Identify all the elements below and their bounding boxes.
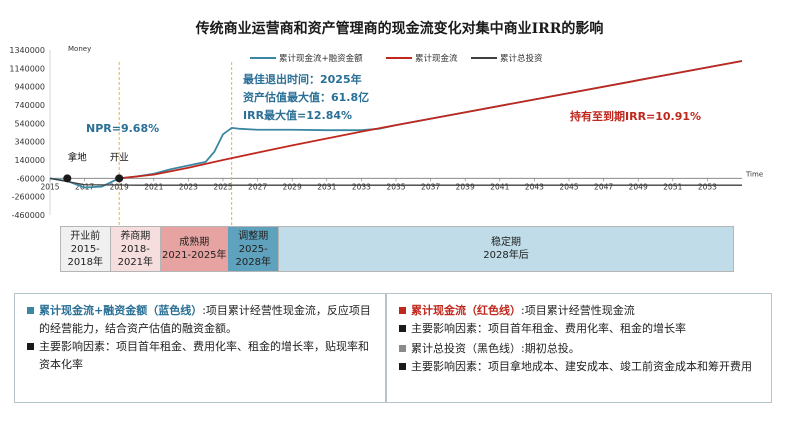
- y-tick-label: 540000: [14, 119, 45, 128]
- chart-title: 传统商业运营商和资产管理商的现金流变化对集中商业IRR的影响: [195, 21, 604, 37]
- x-tick-label: 2033: [352, 182, 371, 191]
- y-tick-label: 1140000: [9, 64, 45, 73]
- red-square-icon: [399, 307, 406, 314]
- legend-blue-factors: 主要影响因素：项目首年租金、费用化率、租金的增长率，贴现率和资本化率: [27, 338, 373, 374]
- y-tick-label: -60000: [17, 174, 45, 183]
- phase-0: 开业前 2015-2018年: [60, 226, 111, 272]
- phase-1: 养商期 2018-2021年: [110, 226, 162, 272]
- phase-name: 调整期: [238, 230, 269, 242]
- phase-years: 2015-2018年: [67, 243, 103, 268]
- phase-years: 2021-2025年: [162, 250, 227, 261]
- red-series-line: [119, 60, 743, 180]
- x-tick-label: 2027: [248, 182, 267, 191]
- x-tick-label: 2039: [456, 182, 475, 191]
- npr-annotation: NPR=9.68%: [86, 122, 159, 135]
- x-tick-label: 2019: [110, 182, 129, 191]
- legend-black-factors-text: 主要影响因素：项目拿地成本、建安成本、竣工前资金成本和筹开费用: [411, 360, 752, 373]
- blue-square-icon: [27, 307, 34, 314]
- legend-red-entry: 累计现金流（红色线）:项目累计经营性现金流: [399, 302, 759, 320]
- x-tick-label: 2037: [421, 182, 440, 191]
- irr-hold-annotation: 持有至到期IRR=10.91%: [570, 109, 701, 123]
- x-tick-label: 2035: [386, 182, 405, 191]
- legend-black-desc: 累计总投资（黑色线）:期初总投。: [411, 342, 580, 355]
- y-tick-label: 740000: [14, 101, 45, 110]
- x-tick-label: 2045: [559, 182, 578, 191]
- gray-square-icon: [399, 345, 406, 352]
- phase-2: 成熟期 2021-2025年: [161, 226, 229, 272]
- valuation-annotation: 资产估值最大值：61.8亿: [243, 90, 369, 104]
- legend-box-right: 累计现金流（红色线）:项目累计经营性现金流 主要影响因素：项目首年租金、费用化率…: [386, 293, 772, 403]
- phase-name: 开业前: [70, 230, 101, 242]
- x-tick-label: 2051: [663, 182, 682, 191]
- legend-label-2: 累计总投资: [500, 53, 543, 64]
- irr-max-annotation: IRR最大值=12.84%: [243, 108, 352, 122]
- black-square-icon: [27, 343, 34, 350]
- y-tick-label: -260000: [12, 193, 45, 202]
- phase-3: 调整期 2025-2028年: [228, 226, 280, 272]
- phase-name: 成熟期: [179, 237, 210, 248]
- milestone-label-0: 拿地: [68, 151, 88, 163]
- black-square-icon: [399, 325, 406, 332]
- phase-name: 养商期: [120, 230, 151, 242]
- y-tick-label: -460000: [12, 211, 45, 220]
- x-tick-label: 2031: [317, 182, 336, 191]
- y-tick-label: 940000: [14, 83, 45, 92]
- black-series-line: [49, 177, 742, 186]
- milestone-label-1: 开业: [110, 152, 129, 163]
- phase-years: 2018-2021年: [117, 243, 154, 268]
- x-tick-label: 2047: [594, 182, 613, 191]
- phase-4: 稳定期 2028年后: [279, 226, 734, 272]
- x-tick-label: 2049: [629, 182, 648, 191]
- legend-blue-factors-text: 主要影响因素：项目首年租金、费用化率、租金的增长率，贴现率和资本化率: [39, 340, 369, 371]
- x-tick-label: 2053: [698, 182, 717, 191]
- exit-time-annotation: 最佳退出时间：2025年: [243, 72, 362, 86]
- x-tick-label: 2023: [179, 182, 198, 191]
- irr-line-chart: 1340000 1140000 940000 740000 540000 340000 14…: [9, 45, 763, 230]
- phase-years: 2028年后: [483, 250, 529, 261]
- y-tick-label: 340000: [14, 138, 45, 147]
- y-tick-label: 1340000: [9, 46, 45, 55]
- phase-name: 稳定期: [491, 237, 521, 248]
- legend-red-factors: 主要影响因素：项目首年租金、费用化率、租金的增长率: [399, 320, 759, 338]
- legend-red-desc: :项目累计经营性现金流: [521, 304, 635, 317]
- black-square-icon: [399, 363, 406, 370]
- legend-black-factors: 主要影响因素：项目拿地成本、建安成本、竣工前资金成本和筹开费用: [399, 358, 759, 376]
- legend-label-0: 累计现金流+融资金额: [279, 53, 363, 64]
- x-tick-label: 2043: [525, 182, 544, 191]
- legend-blue-desc: :项目累计经营性现金流，反应项目的经营能力，结合资产估值的融资金额。: [39, 304, 371, 335]
- phase-timeline: 开业前 2015-2018年 养商期 2018-2021年 成熟期 2021-2025年调…: [60, 226, 734, 272]
- x-tick-label: 2025: [213, 182, 232, 191]
- milestone-dot-1: [115, 174, 124, 183]
- legend-red-title: 累计现金流（红色线）: [411, 304, 521, 317]
- x-axis-label: Time: [745, 170, 763, 178]
- legend-red-factors-text: 主要影响因素：项目首年租金、费用化率、租金的增长率: [411, 322, 686, 335]
- legend-blue-entry: 累计现金流+融资金额（蓝色线）:项目累计经营性现金流，反应项目的经营能力，结合资…: [27, 302, 373, 338]
- legend-black-entry: 累计总投资（黑色线）:期初总投。: [399, 340, 759, 358]
- x-tick-label: 2029: [283, 182, 302, 191]
- legend-label-1: 累计现金流: [415, 53, 458, 64]
- y-axis-label: Money: [68, 45, 91, 53]
- x-tick-label: 2015: [40, 182, 59, 191]
- legend-blue-title: 累计现金流+融资金额（蓝色线）: [39, 304, 203, 317]
- legend-box-left: 累计现金流+融资金额（蓝色线）:项目累计经营性现金流，反应项目的经营能力，结合资…: [14, 293, 386, 403]
- x-tick-label: 2021: [144, 182, 163, 191]
- milestone-dot-0: [63, 174, 72, 183]
- phase-years: 2025-2028年: [235, 243, 271, 268]
- y-tick-label: 140000: [14, 156, 45, 165]
- x-tick-label: 2041: [490, 182, 509, 191]
